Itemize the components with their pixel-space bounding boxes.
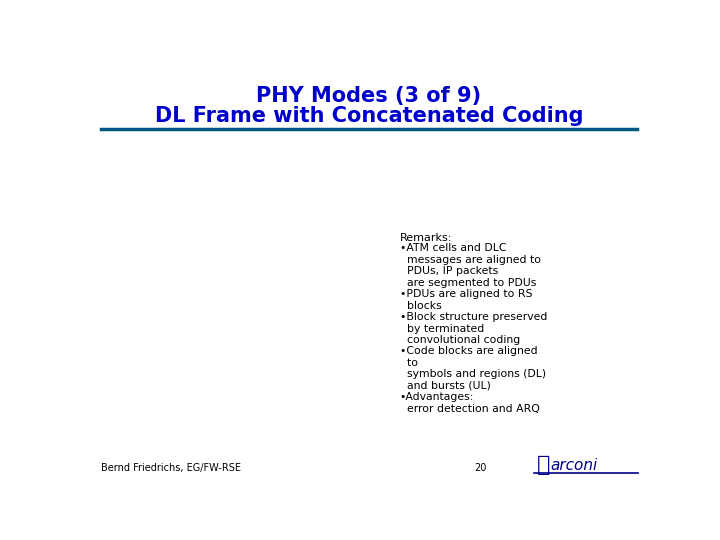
Text: arconi: arconi xyxy=(550,458,598,473)
Text: 20: 20 xyxy=(474,463,487,473)
Text: to: to xyxy=(400,358,418,368)
Text: •Block structure preserved: •Block structure preserved xyxy=(400,312,547,322)
Text: symbols and regions (DL): symbols and regions (DL) xyxy=(400,369,546,379)
Text: ℳ: ℳ xyxy=(536,454,550,476)
Text: and bursts (UL): and bursts (UL) xyxy=(400,381,490,391)
Text: DL Frame with Concatenated Coding: DL Frame with Concatenated Coding xyxy=(155,105,583,125)
Text: PHY Modes (3 of 9): PHY Modes (3 of 9) xyxy=(256,86,482,106)
Text: error detection and ARQ: error detection and ARQ xyxy=(400,403,539,414)
Text: •Code blocks are aligned: •Code blocks are aligned xyxy=(400,346,537,356)
Text: messages are aligned to: messages are aligned to xyxy=(400,255,541,265)
Text: Remarks:: Remarks: xyxy=(400,233,452,243)
Text: convolutional coding: convolutional coding xyxy=(400,335,520,345)
Text: PDUs, IP packets: PDUs, IP packets xyxy=(400,266,498,276)
Text: are segmented to PDUs: are segmented to PDUs xyxy=(400,278,536,288)
Text: •ATM cells and DLC: •ATM cells and DLC xyxy=(400,244,506,253)
Text: by terminated: by terminated xyxy=(400,323,484,334)
Text: Bernd Friedrichs, EG/FW-RSE: Bernd Friedrichs, EG/FW-RSE xyxy=(101,463,241,473)
Text: •Advantages:: •Advantages: xyxy=(400,392,474,402)
Text: blocks: blocks xyxy=(400,301,441,310)
Text: •PDUs are aligned to RS: •PDUs are aligned to RS xyxy=(400,289,532,299)
